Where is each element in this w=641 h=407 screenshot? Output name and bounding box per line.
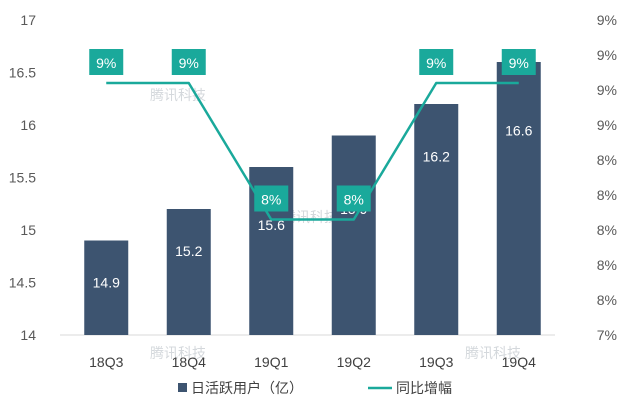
watermark-3: 腾讯科技 (465, 345, 521, 362)
left-axis: 14 14.5 15 15.5 16 16.5 17 (9, 12, 36, 343)
y-right-tick-label: 9% (597, 12, 617, 28)
legend-label-bar: 日活跃用户（亿） (191, 380, 303, 397)
y-left-tick-label: 16 (20, 117, 36, 133)
line-series-path (106, 81, 519, 221)
pct-label-box (419, 49, 454, 75)
x-tick-label: 18Q4 (172, 354, 206, 370)
x-axis: 18Q3 18Q4 19Q1 19Q2 19Q3 19Q4 (89, 354, 536, 370)
y-right-tick-label: 9% (597, 117, 617, 133)
line-series (106, 81, 519, 221)
y-right-tick-label: 7% (597, 327, 617, 343)
y-left-tick-label: 16.5 (9, 65, 36, 81)
bar-19Q4 (496, 62, 541, 335)
pct-label-box (254, 185, 289, 212)
pct-label-text: 8% (344, 192, 364, 208)
pct-label-text: 9% (96, 55, 116, 71)
y-left-tick-label: 17 (20, 12, 36, 28)
pct-label-19Q3: 9% (419, 49, 454, 75)
pct-label-box (89, 49, 124, 75)
bar-labels: 14.915.215.615.916.216.6 (93, 122, 533, 290)
bar-19Q2 (331, 135, 376, 335)
y-left-tick-label: 14 (20, 327, 36, 343)
y-left-tick-label: 14.5 (9, 275, 36, 291)
watermark-0: 腾讯科技 (150, 87, 206, 104)
y-right-tick-label: 8% (597, 292, 617, 308)
y-right-tick-label: 9% (597, 47, 617, 63)
pct-label-19Q1: 8% (254, 185, 289, 212)
bar-19Q3 (414, 104, 459, 335)
legend: 日活跃用户（亿） 同比增幅 (178, 380, 452, 397)
pct-labels: 9% 9% 8% 8% 9% 9% (89, 49, 536, 212)
pct-label-text: 9% (509, 55, 529, 71)
y-left-tick-label: 15.5 (9, 170, 36, 186)
y-right-tick-label: 8% (597, 187, 617, 203)
y-right-tick-label: 9% (597, 82, 617, 98)
pct-label-text: 8% (261, 192, 281, 208)
pct-label-box (501, 49, 536, 75)
legend-label-line: 同比增幅 (396, 381, 452, 397)
y-right-tick-label: 8% (597, 222, 617, 238)
watermark-2: 腾讯科技 (150, 345, 206, 362)
x-tick-label: 19Q4 (502, 354, 536, 370)
y-right-tick-label: 8% (597, 257, 617, 273)
bar-value-label: 16.2 (423, 149, 450, 165)
y-right-tick-label: 8% (597, 152, 617, 168)
pct-label-box (336, 185, 371, 212)
y-left-tick-label: 15 (20, 222, 36, 238)
right-axis: 7% 8% 8% 8% 8% 8% 9% 9% 9% 9% (597, 12, 617, 343)
watermark-1: 腾讯科技 (282, 209, 338, 226)
x-tick-label: 19Q3 (419, 354, 453, 370)
bar-18Q3 (84, 240, 129, 335)
pct-label-19Q4: 9% (501, 49, 536, 75)
bar-value-label: 15.2 (175, 243, 202, 259)
pct-label-text: 9% (179, 55, 199, 71)
pct-label-18Q3: 9% (89, 49, 124, 75)
pct-label-text: 9% (426, 55, 446, 71)
pct-label-19Q2: 8% (336, 185, 371, 212)
bar-value-label: 14.9 (93, 275, 120, 291)
x-tick-label: 19Q1 (254, 354, 288, 370)
pct-label-box (171, 49, 206, 75)
legend-swatch-bar (178, 383, 187, 392)
bar-value-label: 16.6 (505, 122, 532, 138)
x-tick-label: 19Q2 (337, 354, 371, 370)
pct-label-18Q4: 9% (171, 49, 206, 75)
bar-18Q4 (166, 209, 211, 335)
x-tick-label: 18Q3 (89, 354, 123, 370)
